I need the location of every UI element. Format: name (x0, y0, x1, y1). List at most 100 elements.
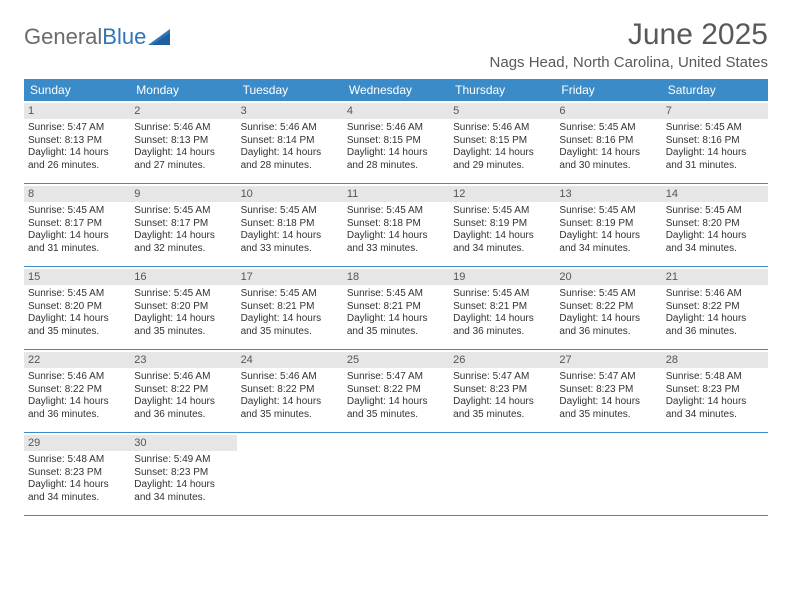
day-cell: . (343, 433, 449, 515)
sunset-line: Sunset: 8:23 PM (134, 467, 232, 480)
day-number: 24 (237, 352, 343, 368)
sunset-line: Sunset: 8:20 PM (666, 218, 764, 231)
sunrise-line: Sunrise: 5:45 AM (134, 205, 232, 218)
sunset-line: Sunset: 8:21 PM (241, 301, 339, 314)
daylight-line: Daylight: 14 hours and 28 minutes. (241, 147, 339, 172)
sunset-line: Sunset: 8:16 PM (559, 135, 657, 148)
day-cell: 8Sunrise: 5:45 AMSunset: 8:17 PMDaylight… (24, 184, 130, 266)
sunrise-line: Sunrise: 5:45 AM (28, 205, 126, 218)
daylight-line: Daylight: 14 hours and 34 minutes. (453, 230, 551, 255)
daylight-line: Daylight: 14 hours and 35 minutes. (453, 396, 551, 421)
dow-header: Thursday (449, 79, 555, 101)
sunset-line: Sunset: 8:13 PM (134, 135, 232, 148)
day-number: 2 (130, 103, 236, 119)
day-cell: 1Sunrise: 5:47 AMSunset: 8:13 PMDaylight… (24, 101, 130, 183)
day-info: Sunrise: 5:46 AMSunset: 8:22 PMDaylight:… (28, 371, 126, 421)
daylight-line: Daylight: 14 hours and 34 minutes. (666, 396, 764, 421)
day-number: 6 (555, 103, 661, 119)
dow-header: Monday (130, 79, 236, 101)
daylight-line: Daylight: 14 hours and 31 minutes. (666, 147, 764, 172)
page-title: June 2025 (490, 18, 768, 52)
sunset-line: Sunset: 8:22 PM (28, 384, 126, 397)
day-info: Sunrise: 5:45 AMSunset: 8:19 PMDaylight:… (453, 205, 551, 255)
day-cell: 5 Sunrise: 5:46 AMSunset: 8:15 PMDaylight… (449, 101, 555, 183)
daylight-line: Daylight: 14 hours and 35 minutes. (347, 396, 445, 421)
sunrise-line: Sunrise: 5:45 AM (28, 288, 126, 301)
day-cell: 18Sunrise: 5:45 AMSunset: 8:21 PMDayligh… (343, 267, 449, 349)
sunset-line: Sunset: 8:22 PM (347, 384, 445, 397)
day-info: Sunrise: 5:49 AMSunset: 8:23 PMDaylight:… (134, 454, 232, 504)
sunset-line: Sunset: 8:17 PM (28, 218, 126, 231)
sunrise-line: Sunrise: 5:48 AM (28, 454, 126, 467)
daylight-line: Daylight: 14 hours and 33 minutes. (241, 230, 339, 255)
day-info: Sunrise: 5:46 AMSunset: 8:22 PMDaylight:… (666, 288, 764, 338)
day-number: 12 (449, 186, 555, 202)
day-cell: 10Sunrise: 5:45 AMSunset: 8:18 PMDayligh… (237, 184, 343, 266)
sunset-line: Sunset: 8:14 PM (241, 135, 339, 148)
day-info: Sunrise: 5:45 AMSunset: 8:20 PMDaylight:… (134, 288, 232, 338)
sunset-line: Sunset: 8:21 PM (453, 301, 551, 314)
day-cell: 13 Sunrise: 5:45 AMSunset: 8:19 PMDayligh… (555, 184, 661, 266)
day-info: Sunrise: 5:47 AMSunset: 8:13 PMDaylight:… (28, 122, 126, 172)
dow-header: Sunday (24, 79, 130, 101)
day-cell: 7 Sunrise: 5:45 AMSunset: 8:16 PMDaylight… (662, 101, 768, 183)
daylight-line: Daylight: 14 hours and 35 minutes. (134, 313, 232, 338)
day-number: 17 (237, 269, 343, 285)
daylight-line: Daylight: 14 hours and 35 minutes. (241, 313, 339, 338)
day-number: 21 (662, 269, 768, 285)
day-number: 7 (662, 103, 768, 119)
day-info: Sunrise: 5:48 AMSunset: 8:23 PMDaylight:… (28, 454, 126, 504)
day-number: 16 (130, 269, 236, 285)
day-cell: 11Sunrise: 5:45 AMSunset: 8:18 PMDayligh… (343, 184, 449, 266)
brand-logo: GeneralBlue (24, 24, 174, 50)
day-info: Sunrise: 5:45 AMSunset: 8:22 PMDaylight:… (559, 288, 657, 338)
day-info: Sunrise: 5:45 AMSunset: 8:16 PMDaylight:… (666, 122, 764, 172)
day-cell: 19Sunrise: 5:45 AMSunset: 8:21 PMDayligh… (449, 267, 555, 349)
sunset-line: Sunset: 8:15 PM (453, 135, 551, 148)
day-info: Sunrise: 5:45 AMSunset: 8:19 PMDaylight:… (559, 205, 657, 255)
daylight-line: Daylight: 14 hours and 35 minutes. (28, 313, 126, 338)
week-row: 8Sunrise: 5:45 AMSunset: 8:17 PMDaylight… (24, 184, 768, 267)
daylight-line: Daylight: 14 hours and 33 minutes. (347, 230, 445, 255)
day-info: Sunrise: 5:46 AMSunset: 8:14 PMDaylight:… (241, 122, 339, 172)
day-cell: 15Sunrise: 5:45 AMSunset: 8:20 PMDayligh… (24, 267, 130, 349)
sunrise-line: Sunrise: 5:47 AM (347, 371, 445, 384)
day-cell: . (555, 433, 661, 515)
day-number: 5 (449, 103, 555, 119)
day-info: Sunrise: 5:46 AMSunset: 8:22 PMDaylight:… (241, 371, 339, 421)
sunset-line: Sunset: 8:22 PM (241, 384, 339, 397)
sunset-line: Sunset: 8:20 PM (28, 301, 126, 314)
day-number: 13 (555, 186, 661, 202)
day-number: 30 (130, 435, 236, 451)
sunset-line: Sunset: 8:15 PM (347, 135, 445, 148)
sunrise-line: Sunrise: 5:46 AM (134, 371, 232, 384)
daylight-line: Daylight: 14 hours and 31 minutes. (28, 230, 126, 255)
day-cell: 25Sunrise: 5:47 AMSunset: 8:22 PMDayligh… (343, 350, 449, 432)
daylight-line: Daylight: 14 hours and 36 minutes. (134, 396, 232, 421)
sunrise-line: Sunrise: 5:45 AM (241, 205, 339, 218)
day-cell: 22Sunrise: 5:46 AMSunset: 8:22 PMDayligh… (24, 350, 130, 432)
sunrise-line: Sunrise: 5:45 AM (559, 288, 657, 301)
sunset-line: Sunset: 8:23 PM (28, 467, 126, 480)
day-number: 27 (555, 352, 661, 368)
daylight-line: Daylight: 14 hours and 26 minutes. (28, 147, 126, 172)
sunrise-line: Sunrise: 5:46 AM (453, 122, 551, 135)
day-info: Sunrise: 5:45 AMSunset: 8:20 PMDaylight:… (666, 205, 764, 255)
sunrise-line: Sunrise: 5:45 AM (559, 205, 657, 218)
sunrise-line: Sunrise: 5:47 AM (453, 371, 551, 384)
day-info: Sunrise: 5:46 AMSunset: 8:22 PMDaylight:… (134, 371, 232, 421)
day-info: Sunrise: 5:46 AMSunset: 8:15 PMDaylight:… (453, 122, 551, 172)
sunrise-line: Sunrise: 5:45 AM (134, 288, 232, 301)
day-cell: 30 Sunrise: 5:49 AMSunset: 8:23 PMDayligh… (130, 433, 236, 515)
sunrise-line: Sunrise: 5:49 AM (134, 454, 232, 467)
day-number: 14 (662, 186, 768, 202)
daylight-line: Daylight: 14 hours and 34 minutes. (666, 230, 764, 255)
sunrise-line: Sunrise: 5:46 AM (666, 288, 764, 301)
day-cell: 9Sunrise: 5:45 AMSunset: 8:17 PMDaylight… (130, 184, 236, 266)
sunset-line: Sunset: 8:22 PM (666, 301, 764, 314)
brand-triangle-icon (148, 27, 174, 47)
daylight-line: Daylight: 14 hours and 35 minutes. (241, 396, 339, 421)
day-number: 11 (343, 186, 449, 202)
day-cell: . (237, 433, 343, 515)
day-number: 10 (237, 186, 343, 202)
